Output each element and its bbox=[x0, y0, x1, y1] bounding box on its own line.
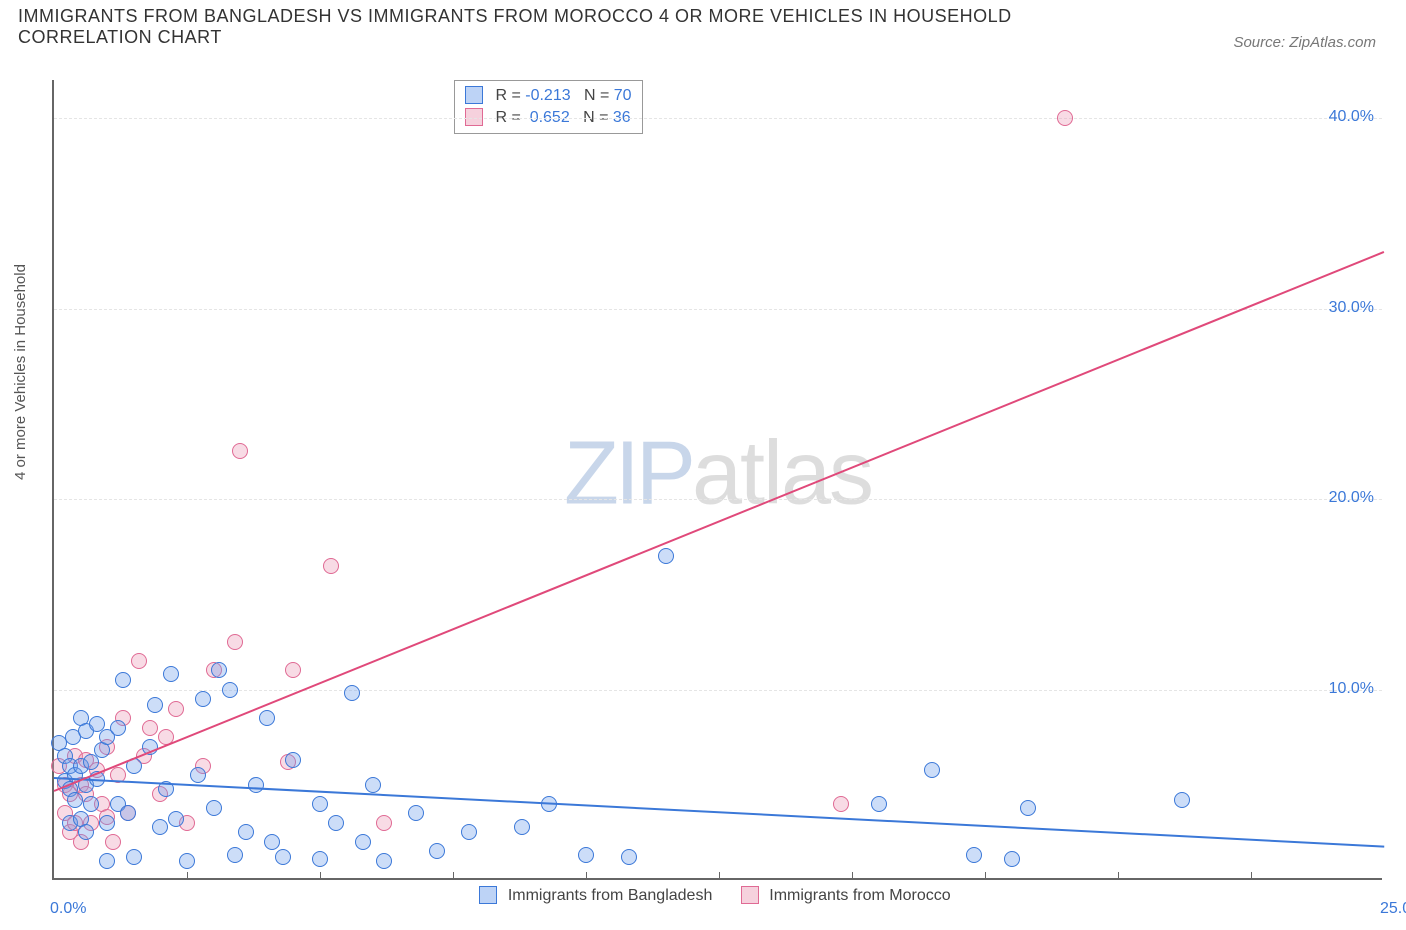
scatter-point bbox=[248, 777, 264, 793]
scatter-point bbox=[142, 720, 158, 736]
scatter-point bbox=[120, 805, 136, 821]
x-minor-tick bbox=[985, 872, 986, 880]
x-minor-tick bbox=[187, 872, 188, 880]
scatter-point bbox=[115, 672, 131, 688]
scatter-point bbox=[312, 851, 328, 867]
scatter-point bbox=[344, 685, 360, 701]
scatter-point bbox=[1004, 851, 1020, 867]
scatter-point bbox=[323, 558, 339, 574]
swatch-pink-icon bbox=[465, 108, 483, 126]
trend-line bbox=[54, 251, 1385, 792]
scatter-point bbox=[966, 847, 982, 863]
y-tick-label: 10.0% bbox=[1329, 680, 1374, 698]
scatter-point bbox=[99, 815, 115, 831]
scatter-point bbox=[312, 796, 328, 812]
stats-legend-box: R = -0.213 N = 70 R = 0.652 N = 36 bbox=[454, 80, 643, 134]
scatter-point bbox=[232, 443, 248, 459]
scatter-point bbox=[621, 849, 637, 865]
stats-row-series-a: R = -0.213 N = 70 bbox=[465, 85, 632, 107]
scatter-point bbox=[328, 815, 344, 831]
scatter-point bbox=[285, 662, 301, 678]
x-minor-tick bbox=[320, 872, 321, 880]
scatter-point bbox=[131, 653, 147, 669]
scatter-point bbox=[658, 548, 674, 564]
scatter-point bbox=[147, 697, 163, 713]
scatter-point bbox=[227, 847, 243, 863]
y-tick-label: 20.0% bbox=[1329, 489, 1374, 507]
y-tick-label: 30.0% bbox=[1329, 299, 1374, 317]
scatter-point bbox=[259, 710, 275, 726]
swatch-blue-icon bbox=[465, 86, 483, 104]
gridline-horizontal bbox=[54, 309, 1382, 310]
scatter-point bbox=[924, 762, 940, 778]
legend-label-a: Immigrants from Bangladesh bbox=[508, 887, 713, 904]
scatter-point bbox=[110, 720, 126, 736]
gridline-horizontal bbox=[54, 690, 1382, 691]
scatter-point bbox=[355, 834, 371, 850]
scatter-point bbox=[179, 853, 195, 869]
swatch-pink-icon bbox=[741, 886, 759, 904]
scatter-point bbox=[152, 819, 168, 835]
scatter-point bbox=[461, 824, 477, 840]
scatter-point bbox=[376, 853, 392, 869]
y-axis-label: 4 or more Vehicles in Household bbox=[12, 264, 29, 480]
scatter-point bbox=[275, 849, 291, 865]
scatter-point bbox=[195, 691, 211, 707]
scatter-point bbox=[1020, 800, 1036, 816]
scatter-point bbox=[429, 843, 445, 859]
scatter-point bbox=[1174, 792, 1190, 808]
legend-label-b: Immigrants from Morocco bbox=[769, 887, 950, 904]
scatter-point bbox=[1057, 110, 1073, 126]
scatter-point bbox=[190, 767, 206, 783]
x-minor-tick bbox=[453, 872, 454, 880]
scatter-point bbox=[67, 792, 83, 808]
x-minor-tick bbox=[719, 872, 720, 880]
scatter-point bbox=[365, 777, 381, 793]
scatter-point bbox=[238, 824, 254, 840]
scatter-point bbox=[99, 853, 115, 869]
scatter-point bbox=[833, 796, 849, 812]
scatter-point bbox=[222, 682, 238, 698]
scatter-point bbox=[168, 811, 184, 827]
scatter-point bbox=[408, 805, 424, 821]
swatch-blue-icon bbox=[479, 886, 497, 904]
y-tick-label: 40.0% bbox=[1329, 108, 1374, 126]
scatter-point bbox=[376, 815, 392, 831]
x-minor-tick bbox=[852, 872, 853, 880]
chart-title: IMMIGRANTS FROM BANGLADESH VS IMMIGRANTS… bbox=[18, 6, 1146, 48]
series-legend: Immigrants from Bangladesh Immigrants fr… bbox=[0, 886, 1406, 930]
x-minor-tick bbox=[586, 872, 587, 880]
x-minor-tick bbox=[1118, 872, 1119, 880]
scatter-point bbox=[78, 824, 94, 840]
scatter-point bbox=[285, 752, 301, 768]
scatter-point bbox=[168, 701, 184, 717]
scatter-point bbox=[514, 819, 530, 835]
scatter-point bbox=[105, 834, 121, 850]
scatter-point bbox=[83, 796, 99, 812]
scatter-point bbox=[211, 662, 227, 678]
gridline-horizontal bbox=[54, 118, 1382, 119]
scatter-point bbox=[871, 796, 887, 812]
x-minor-tick bbox=[1251, 872, 1252, 880]
scatter-plot-area: ZIPatlas R = -0.213 N = 70 R = 0.652 N =… bbox=[52, 80, 1382, 880]
trend-line bbox=[54, 777, 1384, 848]
gridline-horizontal bbox=[54, 499, 1382, 500]
scatter-point bbox=[227, 634, 243, 650]
scatter-point bbox=[163, 666, 179, 682]
scatter-point bbox=[126, 849, 142, 865]
scatter-point bbox=[206, 800, 222, 816]
source-attribution: Source: ZipAtlas.com bbox=[1233, 34, 1376, 51]
scatter-point bbox=[264, 834, 280, 850]
scatter-point bbox=[578, 847, 594, 863]
watermark: ZIPatlas bbox=[564, 422, 872, 525]
